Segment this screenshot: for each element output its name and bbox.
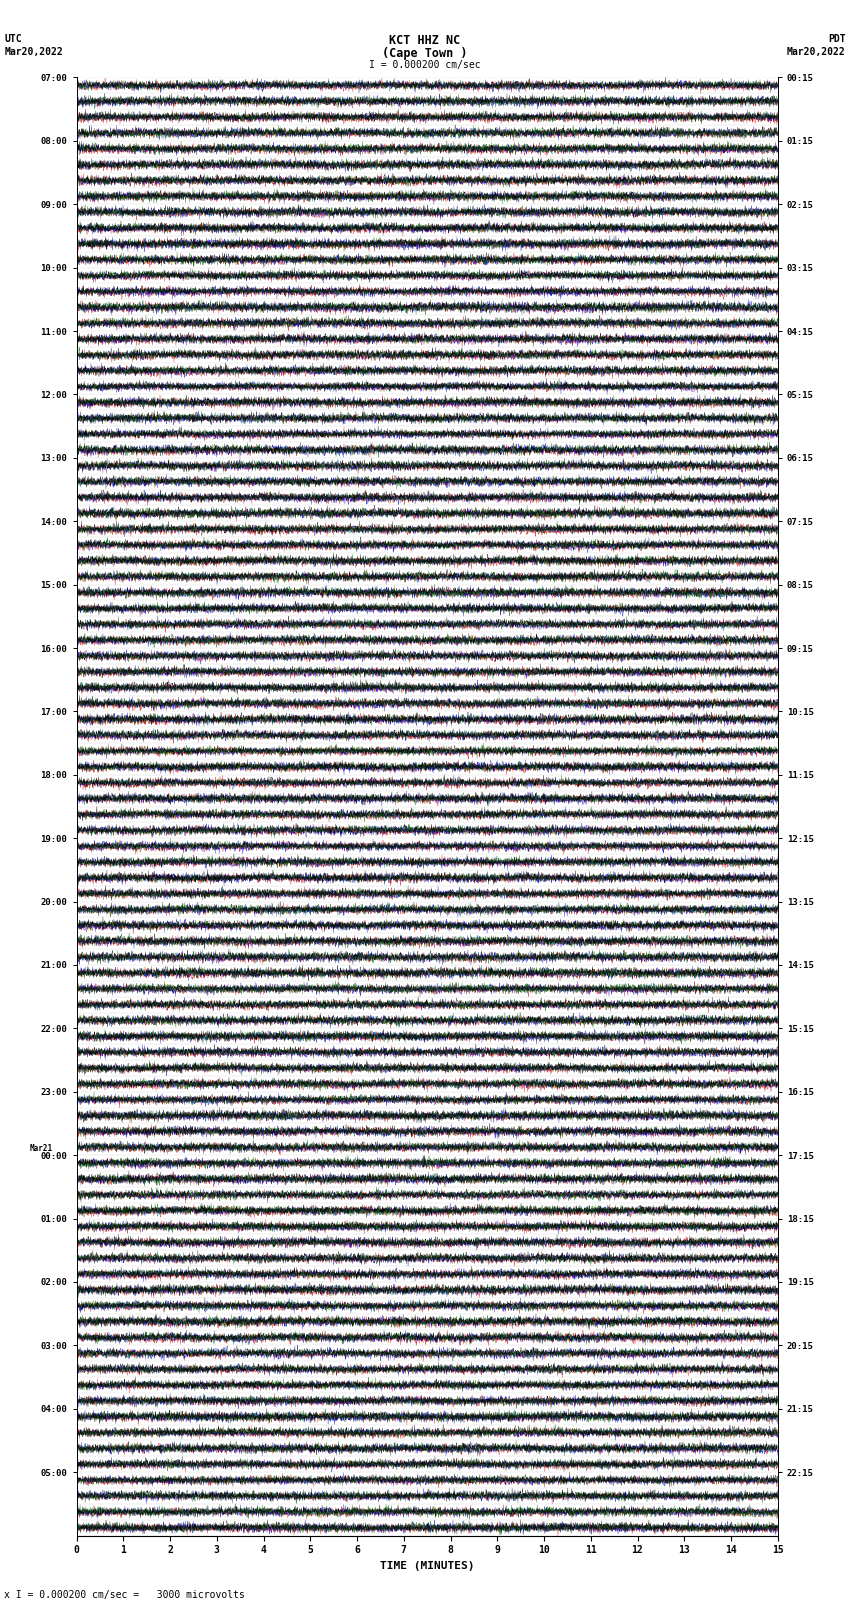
Text: Mar20,2022: Mar20,2022 <box>787 47 846 56</box>
Text: KCT HHZ NC: KCT HHZ NC <box>389 34 461 47</box>
Text: (Cape Town ): (Cape Town ) <box>382 47 468 60</box>
Text: PDT: PDT <box>828 34 846 44</box>
Text: I = 0.000200 cm/sec: I = 0.000200 cm/sec <box>369 60 481 69</box>
Text: UTC: UTC <box>4 34 22 44</box>
X-axis label: TIME (MINUTES): TIME (MINUTES) <box>380 1561 474 1571</box>
Text: x I = 0.000200 cm/sec =   3000 microvolts: x I = 0.000200 cm/sec = 3000 microvolts <box>4 1590 245 1600</box>
Text: Mar21: Mar21 <box>30 1144 53 1153</box>
Text: Mar20,2022: Mar20,2022 <box>4 47 63 56</box>
